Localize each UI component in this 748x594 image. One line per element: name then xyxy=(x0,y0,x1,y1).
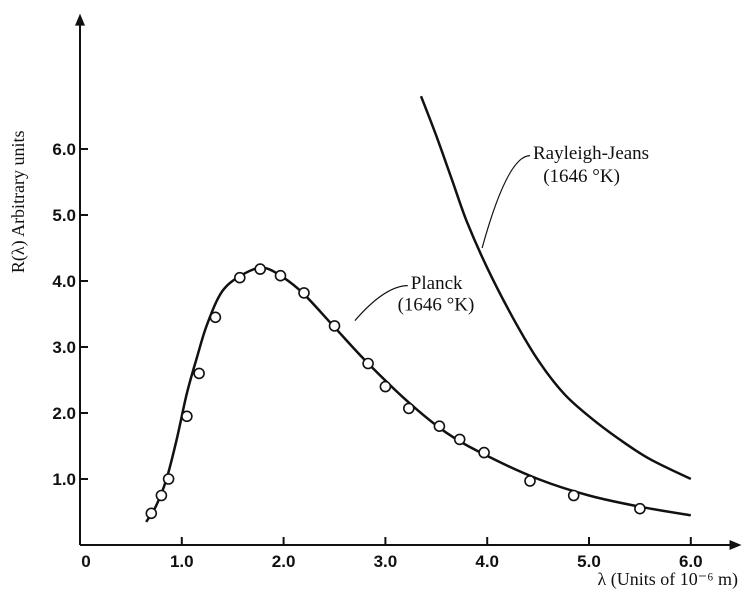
planck-label: Planck xyxy=(411,273,463,294)
data-point xyxy=(274,269,287,282)
data-point xyxy=(524,475,536,487)
planck-temperature-label: (1646 °K) xyxy=(398,295,475,316)
data-point xyxy=(254,263,267,275)
data-point xyxy=(402,402,415,415)
planck-leader xyxy=(354,285,408,321)
x-tick-label: 4.0 xyxy=(475,552,499,571)
data-point xyxy=(478,446,490,459)
data-point xyxy=(634,502,646,515)
x-tick-label: 3.0 xyxy=(374,552,398,571)
axes xyxy=(75,13,742,550)
data-point xyxy=(193,367,205,380)
x-axis-label: λ (Units of 10⁻⁶ m) xyxy=(598,569,739,590)
x-tick-label: 6.0 xyxy=(679,552,703,571)
data-point xyxy=(362,357,374,370)
rayleigh-jeans-label: Rayleigh-Jeans xyxy=(533,143,649,164)
y-axis-label: R(λ) Arbitrary units xyxy=(8,130,29,273)
data-point xyxy=(162,473,175,485)
data-point xyxy=(145,507,158,520)
data-point xyxy=(433,420,446,433)
y-tick-label: 5.0 xyxy=(52,206,76,225)
x-tick-label: 2.0 xyxy=(272,552,296,571)
y-tick-label: 2.0 xyxy=(52,404,76,423)
x-tick-label: 0 xyxy=(81,552,90,571)
data-point xyxy=(567,489,580,502)
data-points xyxy=(145,263,646,520)
rayleigh-jeans-leader xyxy=(481,155,531,249)
rayleigh-jeans-temperature-label: (1646 °K) xyxy=(543,166,620,187)
y-tick-label: 3.0 xyxy=(52,338,76,357)
x-axis-arrow xyxy=(729,540,742,550)
labels: λ (Units of 10⁻⁶ m) R(λ) Arbitrary units… xyxy=(8,130,738,590)
x-tick-label: 5.0 xyxy=(577,552,601,571)
rayleigh-jeans-curve xyxy=(419,95,692,481)
data-point xyxy=(234,271,246,284)
data-point xyxy=(181,410,193,423)
data-point xyxy=(453,433,466,446)
data-point xyxy=(155,489,168,502)
y-axis-arrow xyxy=(75,13,85,26)
y-tick-label: 4.0 xyxy=(52,272,76,291)
y-tick-label: 1.0 xyxy=(52,470,76,489)
x-tick-label: 1.0 xyxy=(170,552,194,571)
data-point xyxy=(209,311,222,324)
data-point xyxy=(328,320,341,332)
y-tick-label: 6.0 xyxy=(52,140,76,159)
data-point xyxy=(298,287,310,299)
data-point xyxy=(379,380,392,393)
ticks: 0 1.0 2.0 3.0 4.0 5.0 6.0 1.0 2.0 3.0 4.0 5.0 6.0 xyxy=(52,140,702,571)
